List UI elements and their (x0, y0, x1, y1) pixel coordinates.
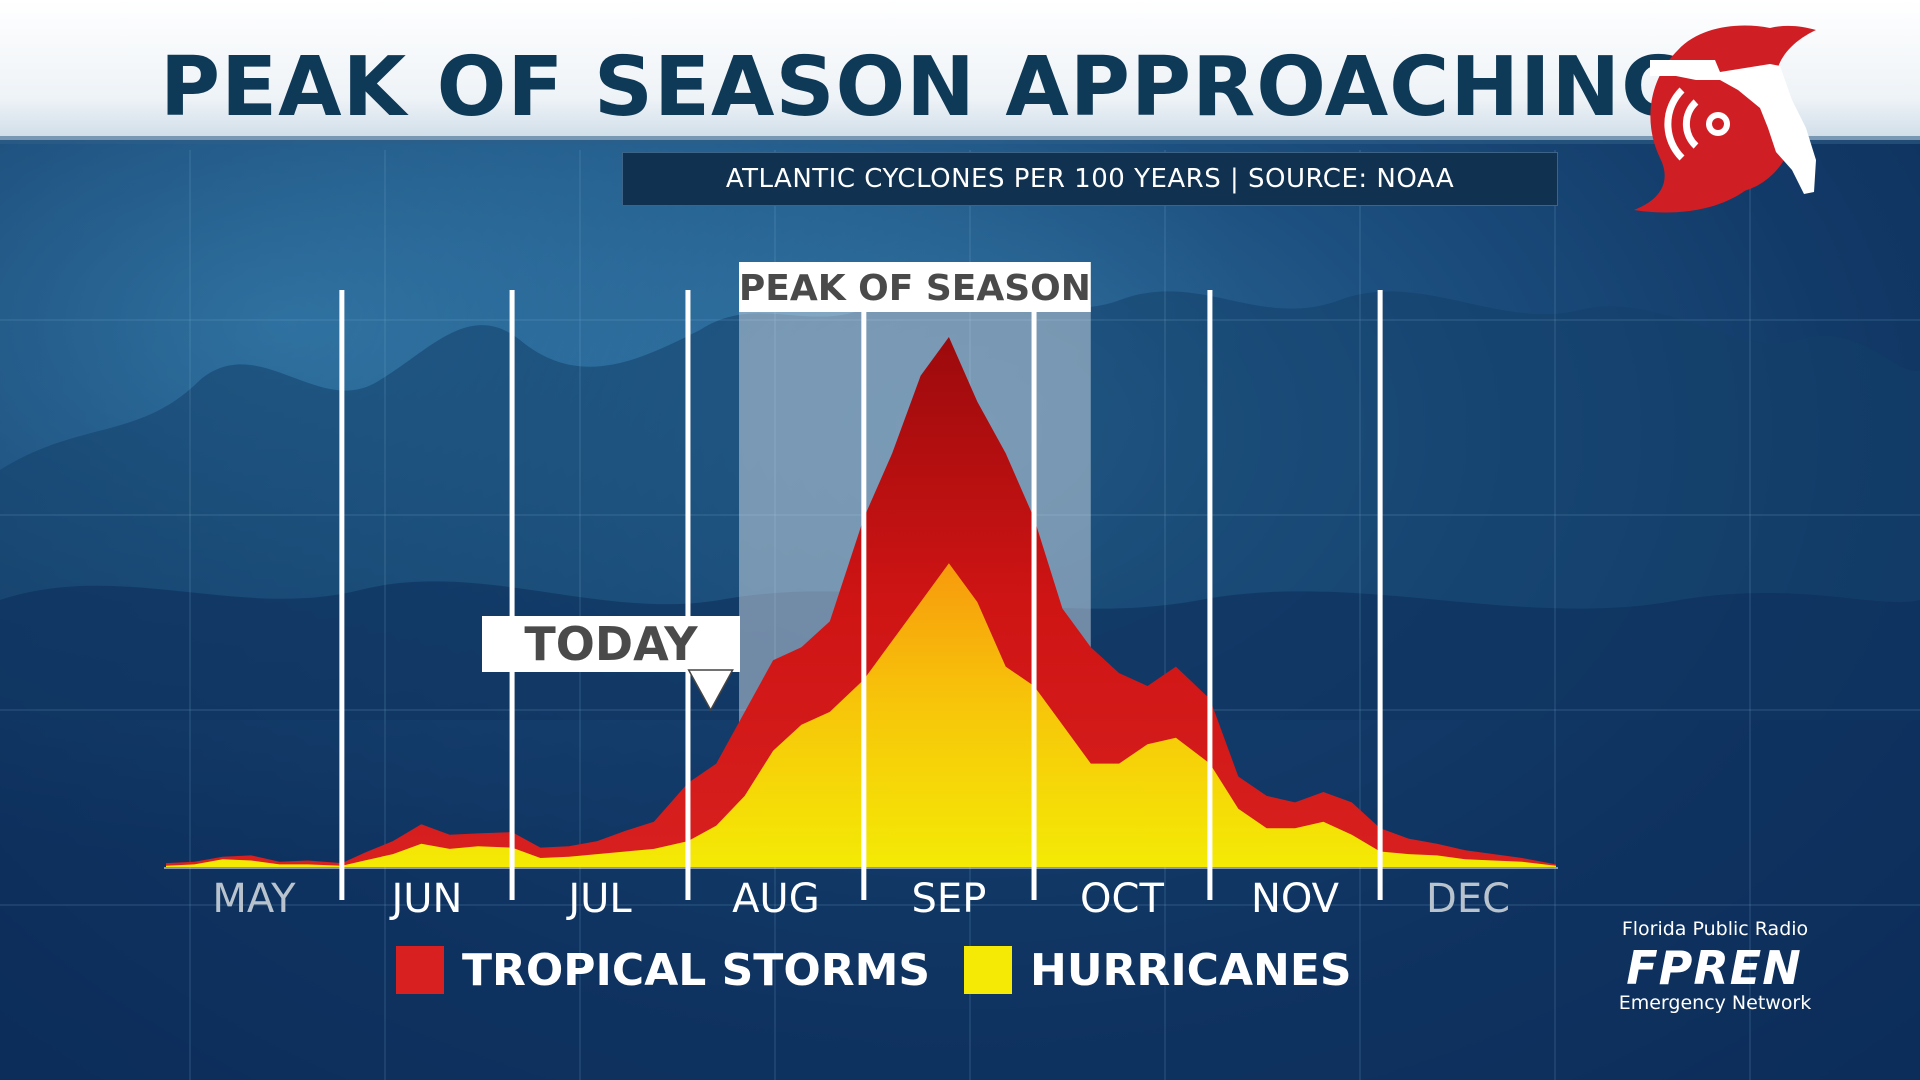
fpren-branding: Florida Public Radio FPREN Emergency Net… (1600, 918, 1840, 1018)
month-divider-4 (861, 290, 867, 900)
branding-bottom-text: Emergency Network (1618, 992, 1812, 1014)
month-label-jul: JUL (565, 876, 632, 922)
month-label-oct: OCT (1080, 876, 1164, 922)
month-divider-5 (1031, 290, 1037, 900)
legend-label-hurricanes: HURRICANES (1030, 945, 1352, 996)
branding-top-text: Florida Public Radio (1621, 918, 1809, 940)
month-label-may: MAY (212, 876, 296, 922)
month-label-dec: DEC (1426, 876, 1510, 922)
florida-hurricane-logo-icon (1634, 25, 1816, 213)
month-label-sep: SEP (912, 876, 987, 922)
peak-season-label: PEAK OF SEASON (739, 268, 1091, 309)
month-divider-3 (685, 290, 691, 900)
month-label-nov: NOV (1251, 876, 1340, 922)
legend-label-tropical-storms: TROPICAL STORMS (462, 945, 930, 996)
chart-baseline (164, 867, 1558, 869)
chart-subtitle: ATLANTIC CYCLONES PER 100 YEARS | SOURCE… (725, 164, 1455, 194)
month-divider-7 (1377, 290, 1383, 900)
subtitle-bar: ATLANTIC CYCLONES PER 100 YEARS | SOURCE… (622, 152, 1558, 206)
today-label-box (482, 616, 740, 672)
month-divider-1 (339, 290, 345, 900)
peak-season-label-box (739, 262, 1091, 312)
header-band (0, 0, 1920, 140)
legend-swatch-hurricanes (964, 946, 1012, 994)
month-divider-2 (509, 290, 515, 900)
month-label-jun: JUN (388, 876, 462, 922)
header-divider (0, 136, 1920, 144)
legend-swatch-tropical-storms (396, 946, 444, 994)
month-divider-6 (1207, 290, 1213, 900)
page-title: PEAK OF SEASON APPROACHING (160, 40, 1690, 135)
month-label-aug: AUG (732, 876, 820, 922)
fpren-logo-text: FPREN (1626, 941, 1802, 995)
today-label: TODAY (524, 617, 698, 671)
today-pointer-icon (687, 669, 734, 712)
